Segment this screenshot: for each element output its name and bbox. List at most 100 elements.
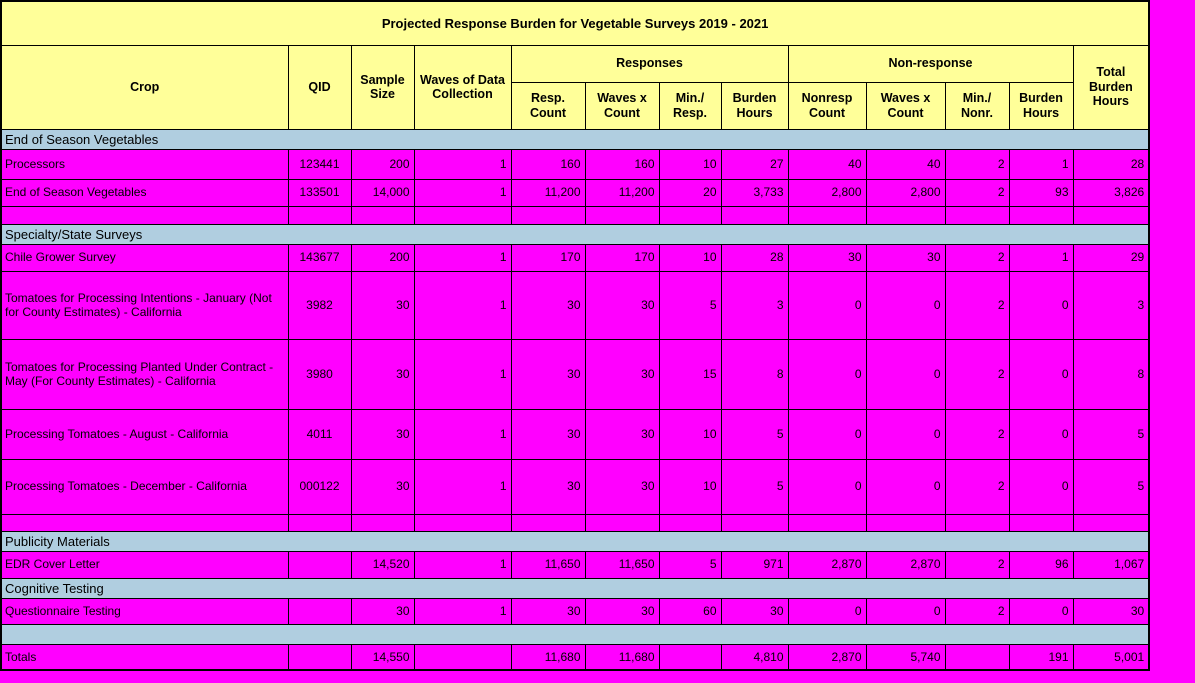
value-cell: 1,067: [1072, 550, 1150, 579]
header-row-groups: Crop QID Sample Size Waves of Data Colle…: [0, 44, 1150, 130]
table-row: Processing Tomatoes - August - Californi…: [0, 408, 1150, 460]
value-cell: 2: [944, 458, 1010, 515]
table-row: Chile Grower Survey 143677 200 1 170 170 10 28 3…: [0, 243, 1150, 272]
value-cell: 14,520: [350, 550, 415, 579]
value-cell: 0: [787, 408, 867, 460]
section-row: Cognitive Testing: [0, 577, 1150, 599]
col-header-nonresp-waves-x-count: Waves x Count: [865, 81, 946, 130]
value-cell: 2: [944, 597, 1010, 625]
value-cell: 000122: [287, 458, 352, 515]
value-cell: 4011: [287, 408, 352, 460]
value-cell: 2,870: [787, 643, 867, 671]
value-cell: 30: [1072, 597, 1150, 625]
value-cell: 30: [584, 408, 660, 460]
value-cell: 160: [510, 148, 586, 180]
col-header-resp-waves-x-count: Waves x Count: [584, 81, 660, 130]
group-header-nonresponse: Non-response: [787, 44, 1074, 83]
value-cell: [287, 597, 352, 625]
value-cell: 30: [350, 458, 415, 515]
row-label-cell: Processors: [0, 148, 289, 180]
value-cell: [413, 643, 512, 671]
value-cell: 1: [413, 178, 512, 207]
value-cell: 30: [584, 270, 660, 340]
value-cell: 30: [720, 597, 789, 625]
table-row: Tomatoes for Processing Intentions - Jan…: [0, 270, 1150, 340]
value-cell: [658, 643, 722, 671]
value-cell: 30: [510, 270, 586, 340]
value-cell: 5: [1072, 408, 1150, 460]
row-label-cell: End of Season Vegetables: [0, 178, 289, 207]
row-label-cell: Totals: [0, 643, 289, 671]
value-cell: 40: [787, 148, 867, 180]
title-row: Projected Response Burden for Vegetable …: [0, 0, 1150, 46]
section-row: Publicity Materials: [0, 530, 1150, 552]
value-cell: 2: [944, 270, 1010, 340]
table-title: Projected Response Burden for Vegetable …: [0, 0, 1150, 46]
value-cell: 3: [720, 270, 789, 340]
value-cell: 2,800: [787, 178, 867, 207]
burden-table: Projected Response Burden for Vegetable …: [0, 0, 1151, 671]
empty-cell: [584, 205, 660, 225]
value-cell: 3980: [287, 338, 352, 410]
value-cell: 27: [720, 148, 789, 180]
value-cell: 0: [787, 270, 867, 340]
empty-cell: [287, 205, 352, 225]
value-cell: [944, 643, 1010, 671]
value-cell: 30: [510, 408, 586, 460]
value-cell: 0: [1008, 270, 1074, 340]
table-row: EDR Cover Letter 14,520 1 11,650 11,650 5 971 2…: [0, 550, 1150, 579]
empty-cell: [0, 513, 289, 532]
col-header-resp-count: Resp. Count: [510, 81, 586, 130]
value-cell: 14,000: [350, 178, 415, 207]
col-header-resp-burden-hours: Burden Hours: [720, 81, 789, 130]
value-cell: 29: [1072, 243, 1150, 272]
empty-cell: [865, 513, 946, 532]
col-header-total-burden: Total Burden Hours: [1072, 44, 1150, 130]
value-cell: 2,870: [787, 550, 867, 579]
value-cell: 11,680: [510, 643, 586, 671]
value-cell: 0: [787, 458, 867, 515]
value-cell: 2: [944, 338, 1010, 410]
col-header-crop: Crop: [0, 44, 289, 130]
value-cell: 1: [413, 597, 512, 625]
value-cell: 14,550: [350, 643, 415, 671]
value-cell: 28: [720, 243, 789, 272]
value-cell: 3,826: [1072, 178, 1150, 207]
value-cell: 200: [350, 148, 415, 180]
table-row: Tomatoes for Processing Planted Under Co…: [0, 338, 1150, 410]
value-cell: [287, 643, 352, 671]
value-cell: 2: [944, 408, 1010, 460]
value-cell: 30: [350, 597, 415, 625]
value-cell: [287, 550, 352, 579]
value-cell: 160: [584, 148, 660, 180]
empty-cell: [350, 513, 415, 532]
value-cell: 0: [865, 597, 946, 625]
col-header-min-nonr: Min./ Nonr.: [944, 81, 1010, 130]
value-cell: 5: [720, 458, 789, 515]
value-cell: 200: [350, 243, 415, 272]
table-row: End of Season Vegetables 133501 14,000 1 11,…: [0, 178, 1150, 207]
empty-cell: [413, 513, 512, 532]
value-cell: 8: [720, 338, 789, 410]
table-row: Questionnaire Testing 30 1 30 30 60 30 0 0 2 0 30: [0, 597, 1150, 625]
row-label-cell: Tomatoes for Processing Intentions - Jan…: [0, 270, 289, 340]
value-cell: 1: [413, 243, 512, 272]
empty-cell: [1008, 205, 1074, 225]
col-header-nonresp-count: Nonresp Count: [787, 81, 867, 130]
empty-cell: [720, 205, 789, 225]
row-label-cell: Questionnaire Testing: [0, 597, 289, 625]
value-cell: 30: [584, 597, 660, 625]
value-cell: 60: [658, 597, 722, 625]
value-cell: 3: [1072, 270, 1150, 340]
row-label-cell: Processing Tomatoes - August - Californi…: [0, 408, 289, 460]
value-cell: 20: [658, 178, 722, 207]
table-row: Processors 123441 200 1 160 160 10 27 40 40 2 1 28: [0, 148, 1150, 180]
empty-cell: [787, 205, 867, 225]
section-header-label: Specialty/State Surveys: [0, 223, 1150, 245]
value-cell: 133501: [287, 178, 352, 207]
value-cell: 93: [1008, 178, 1074, 207]
value-cell: 0: [1008, 408, 1074, 460]
value-cell: 30: [350, 408, 415, 460]
empty-cell: [658, 205, 722, 225]
value-cell: 30: [865, 243, 946, 272]
